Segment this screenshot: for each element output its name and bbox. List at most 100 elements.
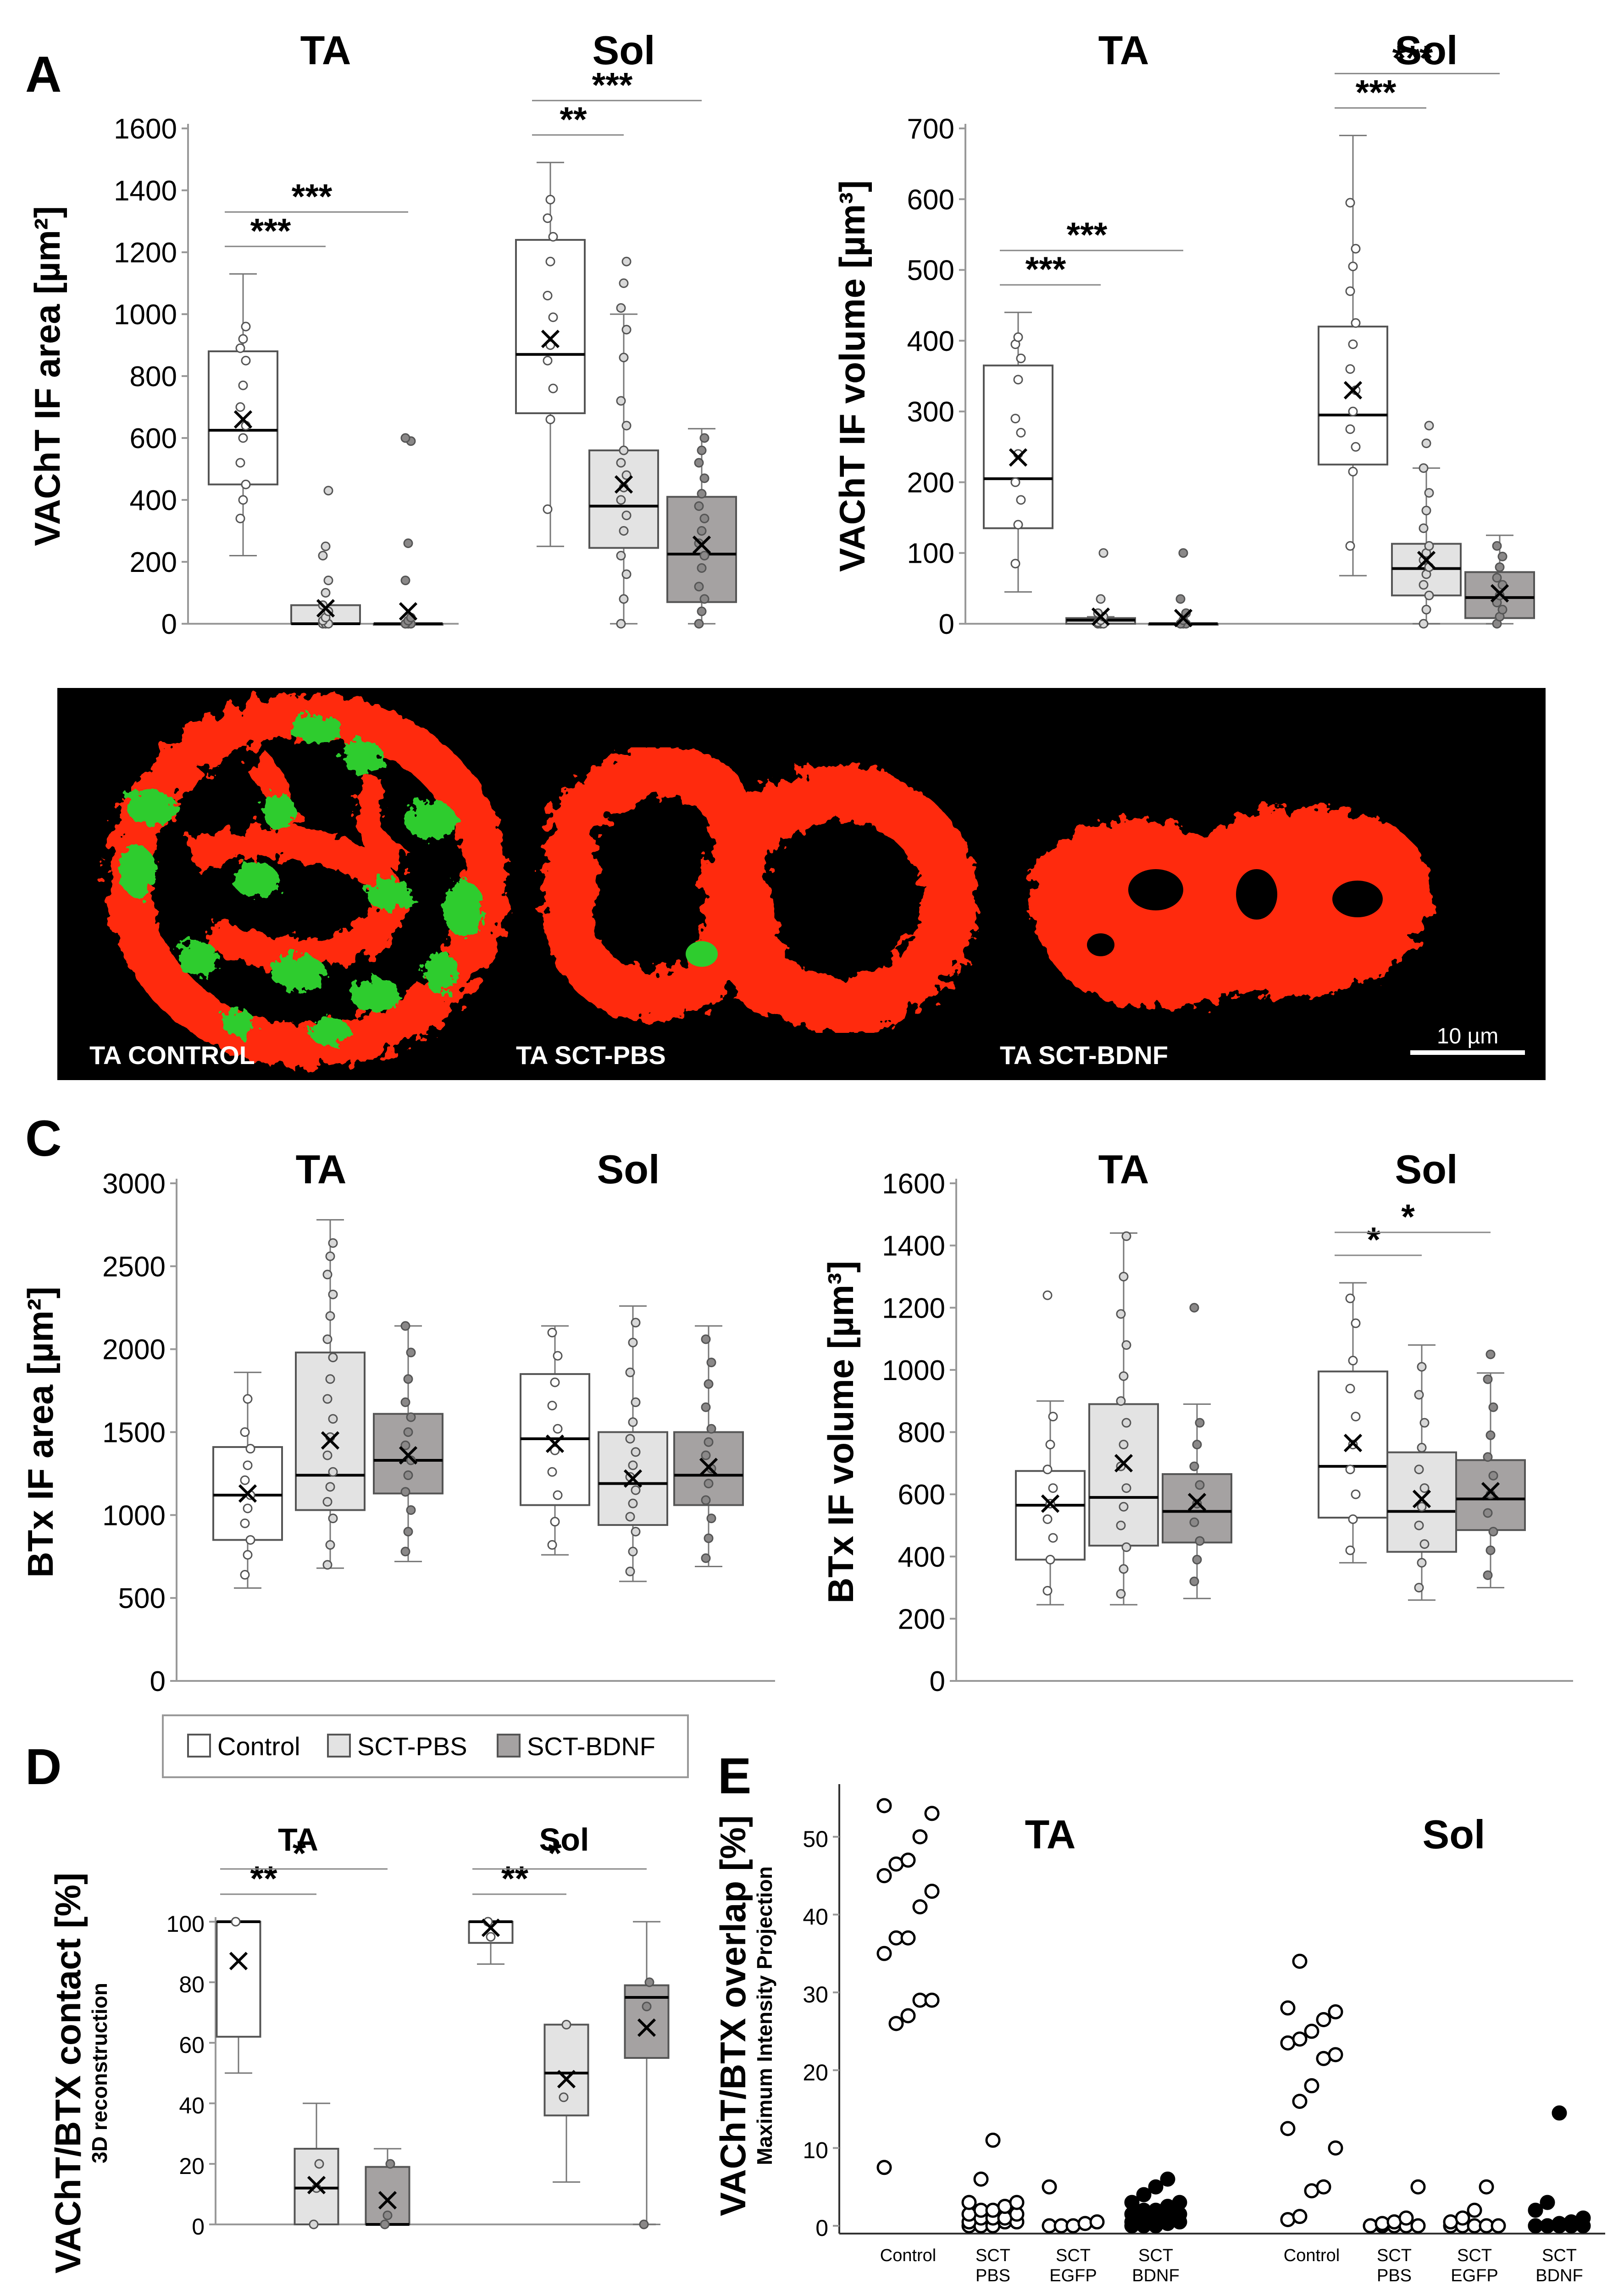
data-point <box>619 594 629 604</box>
y-tick-label: 20 <box>803 2060 828 2085</box>
x-category-label: SCT <box>1056 2246 1091 2265</box>
data-point <box>876 1868 892 1884</box>
data-point <box>1048 1533 1058 1543</box>
data-point <box>318 551 328 560</box>
data-point <box>699 594 709 604</box>
data-point <box>621 470 632 480</box>
data-point <box>1119 1371 1129 1381</box>
data-point <box>548 312 558 322</box>
chart-d: 0 20 40 60 80 100 VAChT/BTX contact [%] 3D reco… <box>48 1822 670 2273</box>
data-point <box>1488 1470 1498 1480</box>
data-point <box>231 1917 241 1927</box>
data-point <box>400 1397 410 1407</box>
y-tick-label: 200 <box>130 547 177 578</box>
data-point <box>1116 1520 1126 1530</box>
data-point <box>1419 463 1429 473</box>
data-point <box>1351 442 1361 452</box>
y-tick-label: 1500 <box>102 1417 166 1449</box>
mean-marker <box>557 2070 576 2089</box>
data-point <box>235 458 245 468</box>
data-point <box>547 1467 557 1477</box>
data-point <box>543 291 553 300</box>
mean-marker <box>699 1458 718 1476</box>
data-point <box>704 1533 714 1543</box>
y-tick-label: 100 <box>907 538 954 570</box>
data-point <box>628 1460 638 1470</box>
y-tick-label: 500 <box>907 255 954 287</box>
data-point <box>400 576 410 585</box>
data-point <box>323 486 333 496</box>
data-point <box>1417 1442 1427 1453</box>
box-sct-pbs <box>1088 1231 1159 1606</box>
data-point <box>1280 2000 1296 2016</box>
box-control <box>216 1917 261 2074</box>
data-point <box>701 1334 711 1344</box>
y-tick-label: 40 <box>803 1904 828 1930</box>
data-point <box>241 479 251 489</box>
data-point <box>1280 2121 1296 2136</box>
data-point <box>545 415 555 424</box>
data-point <box>1483 1452 1493 1462</box>
data-point <box>1414 1390 1424 1400</box>
data-point <box>1096 594 1106 604</box>
box-sct-pbs <box>295 1219 366 1570</box>
data-point <box>1485 1545 1496 1555</box>
data-point <box>240 1570 250 1580</box>
data-point <box>235 514 245 523</box>
data-point <box>1417 1362 1427 1372</box>
legend: Control SCT-PBS SCT-BDNF <box>162 1714 689 1778</box>
data-point <box>706 1514 716 1524</box>
group-title: TA <box>300 28 351 73</box>
data-point <box>1121 1340 1131 1350</box>
data-point <box>238 334 248 344</box>
box-body <box>543 2024 589 2117</box>
data-point <box>548 232 558 242</box>
box-control <box>1015 1290 1086 1606</box>
nmj-control-image <box>106 693 508 1068</box>
data-point <box>1421 505 1431 516</box>
data-point <box>1316 2012 1331 2027</box>
data-point <box>961 2195 977 2210</box>
legend-swatch-sct-bdnf <box>497 1734 521 1758</box>
data-point <box>403 1470 413 1480</box>
chart-e: 0 10 20 30 40 50 VAChT/BTX overlap [%] Maximum … <box>713 1784 1605 2285</box>
data-point <box>325 1482 335 1492</box>
data-point <box>1540 2218 1555 2234</box>
box-sct-pbs <box>543 2019 589 2183</box>
data-point <box>701 1495 711 1505</box>
box-sct-bdnf <box>1464 534 1535 629</box>
box-sct-bdnf <box>373 433 443 629</box>
data-point <box>1348 261 1358 272</box>
data-point <box>1119 1271 1129 1281</box>
box-control <box>468 1917 514 1965</box>
data-point <box>235 402 245 412</box>
data-point <box>403 1374 413 1384</box>
data-point <box>1042 1514 1053 1524</box>
data-point <box>243 1503 253 1514</box>
data-point <box>1345 364 1355 374</box>
scatter-col-sct-bdnf <box>1528 2105 1591 2234</box>
data-point <box>621 421 632 431</box>
y-tick-label: 40 <box>179 2093 205 2118</box>
data-point <box>694 501 704 511</box>
data-point <box>699 551 709 560</box>
box-sct-bdnf <box>624 1921 670 2229</box>
data-point <box>1345 424 1355 434</box>
mean-marker <box>307 2176 326 2195</box>
data-point <box>1010 559 1020 569</box>
mean-marker <box>1343 381 1363 399</box>
mean-marker <box>233 410 253 429</box>
chart-c-left: 0 500 1000 1500 2000 2500 3000 BTx IF area [µm²… <box>20 1147 775 1697</box>
data-point <box>322 1450 333 1460</box>
data-point <box>621 325 632 335</box>
significance-label: * <box>1401 1198 1415 1236</box>
group-title: TA <box>1098 28 1149 73</box>
data-point <box>1497 551 1508 561</box>
data-point <box>545 256 555 266</box>
data-point <box>243 1550 253 1560</box>
box-sct-bdnf <box>373 1321 443 1563</box>
data-point <box>616 495 626 505</box>
data-point <box>1065 2218 1081 2234</box>
data-point <box>912 1899 928 1914</box>
